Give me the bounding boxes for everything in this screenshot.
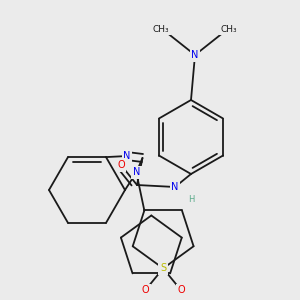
Text: O: O [117,160,125,170]
Text: S: S [160,263,166,273]
Text: N: N [191,50,199,60]
Text: CH₃: CH₃ [153,25,169,34]
Text: N: N [123,151,130,161]
Text: H: H [188,194,194,203]
Text: O: O [177,285,185,296]
Text: CH₃: CH₃ [221,25,237,34]
Text: N: N [171,182,179,192]
Text: O: O [141,285,149,296]
Text: N: N [133,167,140,178]
